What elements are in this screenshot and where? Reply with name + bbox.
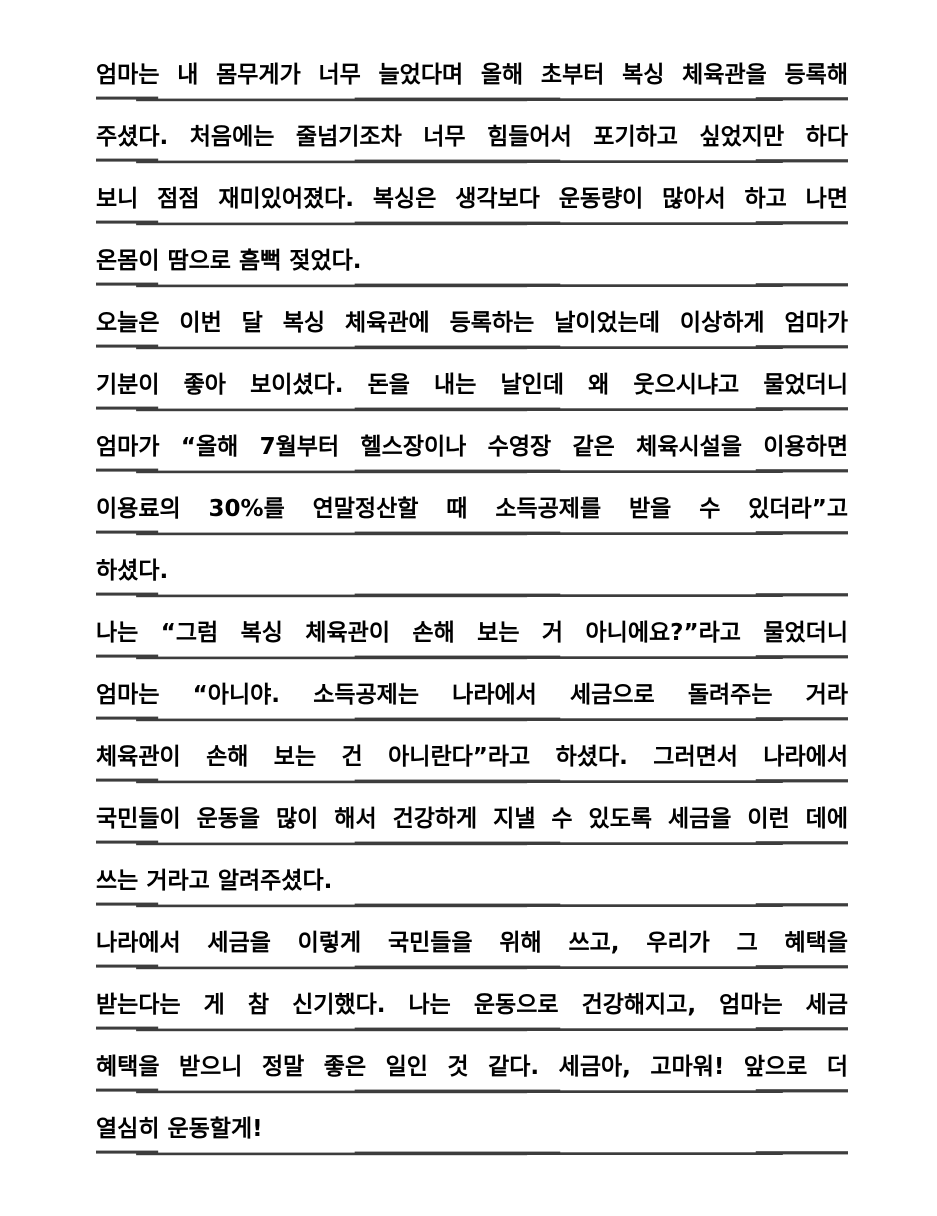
diary-line-row: 받는다는 게 참 신기했다. 나는 운동으로 건강해지고, 엄마는 세금 — [96, 970, 848, 1032]
diary-line-text: 체육관이 손해 보는 건 아니란다”라고 하셨다. 그러면서 나라에서 — [96, 744, 848, 770]
diary-line-row: 기분이 좋아 보이셨다. 돈을 내는 날인데 왜 웃으시냐고 물었더니 — [96, 350, 848, 412]
diary-line-text: 기분이 좋아 보이셨다. 돈을 내는 날인데 왜 웃으시냐고 물었더니 — [96, 372, 848, 398]
diary-line-text: 하셨다. — [96, 558, 169, 584]
ruled-line — [96, 840, 848, 846]
ruled-line — [96, 220, 848, 226]
diary-line-text: 보니 점점 재미있어졌다. 복싱은 생각보다 운동량이 많아서 하고 나면 — [96, 186, 848, 212]
diary-line-row: 국민들이 운동을 많이 해서 건강하게 지낼 수 있도록 세금을 이런 데에 — [96, 784, 848, 846]
diary-line-row: 엄마가 “올해 7월부터 헬스장이나 수영장 같은 체육시설을 이용하면 — [96, 412, 848, 474]
ruled-line — [96, 902, 848, 908]
diary-line-text: 이용료의 30%를 연말정산할 때 소득공제를 받을 수 있더라”고 — [96, 496, 848, 522]
diary-line-text: 혜택을 받으니 정말 좋은 일인 것 같다. 세금아, 고마워! 앞으로 더 — [96, 1054, 848, 1080]
diary-line-row: 오늘은 이번 달 복싱 체육관에 등록하는 날이었는데 이상하게 엄마가 — [96, 288, 848, 350]
diary-line-text: 나라에서 세금을 이렇게 국민들을 위해 쓰고, 우리가 그 혜택을 — [96, 930, 848, 956]
diary-line-text: 주셨다. 처음에는 줄넘기조차 너무 힘들어서 포기하고 싶었지만 하다 — [96, 124, 848, 150]
ruled-line — [96, 530, 848, 536]
diary-line-text: 열심히 운동할게! — [96, 1116, 263, 1142]
diary-line-row: 하셨다. — [96, 536, 848, 598]
diary-line-row: 엄마는 “아니야. 소득공제는 나라에서 세금으로 돌려주는 거라 — [96, 660, 848, 722]
ruled-line — [96, 344, 848, 350]
diary-line-row: 온몸이 땀으로 흠뻑 젖었다. — [96, 226, 848, 288]
ruled-line — [96, 468, 848, 474]
ruled-line — [96, 1150, 848, 1156]
ruled-line — [96, 1026, 848, 1032]
ruled-line — [96, 406, 848, 412]
diary-line-text: 받는다는 게 참 신기했다. 나는 운동으로 건강해지고, 엄마는 세금 — [96, 992, 848, 1018]
ruled-line — [96, 96, 848, 102]
ruled-line — [96, 716, 848, 722]
ruled-line — [96, 592, 848, 598]
diary-line-text: 엄마는 내 몸무게가 너무 늘었다며 올해 초부터 복싱 체육관을 등록해 — [96, 62, 848, 88]
ruled-line — [96, 158, 848, 164]
ruled-line — [96, 778, 848, 784]
diary-line-row: 보니 점점 재미있어졌다. 복싱은 생각보다 운동량이 많아서 하고 나면 — [96, 164, 848, 226]
diary-line-row: 체육관이 손해 보는 건 아니란다”라고 하셨다. 그러면서 나라에서 — [96, 722, 848, 784]
ruled-line — [96, 964, 848, 970]
ruled-line — [96, 654, 848, 660]
diary-line-text: 온몸이 땀으로 흠뻑 젖었다. — [96, 248, 362, 274]
diary-line-text: 오늘은 이번 달 복싱 체육관에 등록하는 날이었는데 이상하게 엄마가 — [96, 310, 848, 336]
diary-line-row: 엄마는 내 몸무게가 너무 늘었다며 올해 초부터 복싱 체육관을 등록해 — [96, 40, 848, 102]
diary-line-text: 쓰는 거라고 알려주셨다. — [96, 868, 333, 894]
diary-line-text: 엄마가 “올해 7월부터 헬스장이나 수영장 같은 체육시설을 이용하면 — [96, 434, 848, 460]
ruled-line — [96, 282, 848, 288]
diary-line-text: 엄마는 “아니야. 소득공제는 나라에서 세금으로 돌려주는 거라 — [96, 682, 848, 708]
diary-line-text: 나는 “그럼 복싱 체육관이 손해 보는 거 아니에요?”라고 물었더니 — [96, 620, 848, 646]
diary-line-row: 주셨다. 처음에는 줄넘기조차 너무 힘들어서 포기하고 싶었지만 하다 — [96, 102, 848, 164]
ruled-line — [96, 1088, 848, 1094]
diary-line-row: 쓰는 거라고 알려주셨다. — [96, 846, 848, 908]
diary-line-row: 혜택을 받으니 정말 좋은 일인 것 같다. 세금아, 고마워! 앞으로 더 — [96, 1032, 848, 1094]
diary-line-row: 나라에서 세금을 이렇게 국민들을 위해 쓰고, 우리가 그 혜택을 — [96, 908, 848, 970]
diary-line-row: 나는 “그럼 복싱 체육관이 손해 보는 거 아니에요?”라고 물었더니 — [96, 598, 848, 660]
diary-line-row: 열심히 운동할게! — [96, 1094, 848, 1156]
diary-line-text: 국민들이 운동을 많이 해서 건강하게 지낼 수 있도록 세금을 이런 데에 — [96, 806, 848, 832]
diary-line-row: 이용료의 30%를 연말정산할 때 소득공제를 받을 수 있더라”고 — [96, 474, 848, 536]
